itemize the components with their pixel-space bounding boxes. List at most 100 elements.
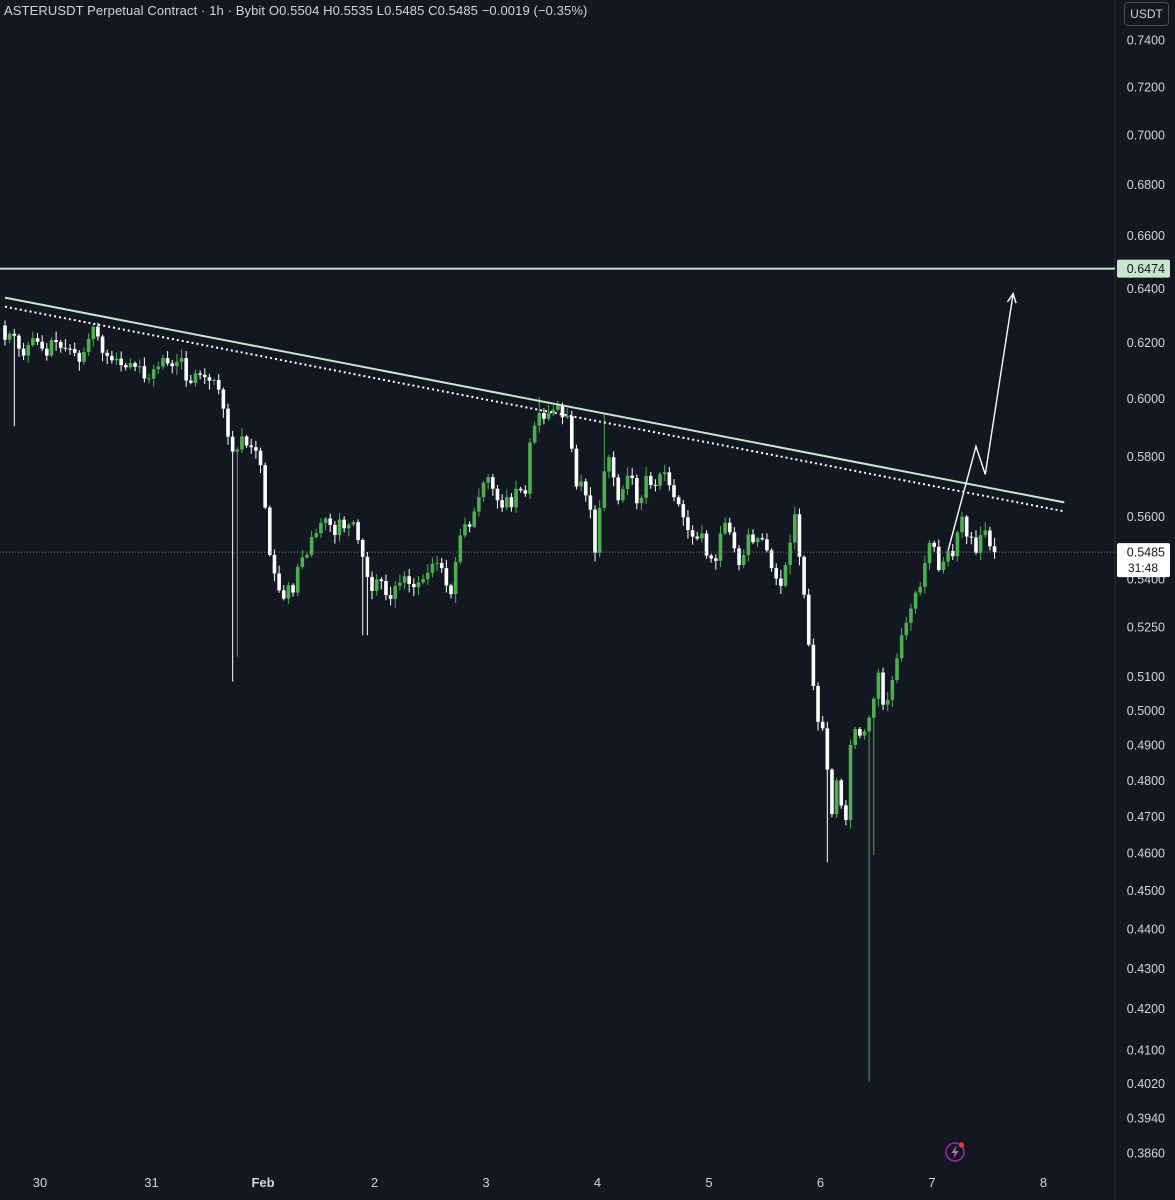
candle	[528, 438, 532, 499]
time-tick-label: 8	[1040, 1175, 1047, 1190]
candle	[481, 481, 486, 502]
candle	[449, 583, 453, 599]
price-tick-label: 0.5600	[1127, 510, 1165, 524]
time-tick-label: 6	[817, 1175, 824, 1190]
price-tick-label: 0.4900	[1127, 739, 1165, 753]
time-axis[interactable]: 30 31 Feb 2 3 4 5 6 7 8	[33, 1175, 1047, 1190]
drawings-layer[interactable]	[0, 267, 1115, 553]
candle	[86, 333, 91, 356]
candle	[272, 549, 277, 582]
candle	[574, 444, 579, 490]
price-axis[interactable]: 0.7400 0.7200 0.7000 0.6800 0.6600 0.6400 0.62…	[1127, 34, 1165, 1161]
candle	[746, 528, 751, 562]
candle	[950, 543, 955, 561]
candle	[635, 474, 639, 510]
candle	[876, 668, 881, 707]
candle	[412, 578, 416, 597]
candle	[100, 334, 105, 362]
ohlc-open: O0.5504	[268, 3, 320, 18]
lightning-icon[interactable]	[944, 1141, 966, 1163]
candle	[583, 478, 588, 502]
candle	[388, 586, 393, 606]
candle	[281, 585, 286, 601]
candle	[26, 341, 31, 363]
time-tick-label: 30	[33, 1175, 47, 1190]
candle	[518, 486, 523, 493]
candle	[588, 487, 593, 519]
time-tick-label: Feb	[251, 1175, 274, 1190]
candle	[105, 349, 110, 365]
candle	[830, 768, 834, 818]
candle	[17, 333, 21, 357]
candle	[421, 574, 425, 585]
price-tick-label: 0.5000	[1127, 704, 1165, 718]
candle	[621, 485, 625, 503]
candle	[955, 530, 960, 562]
candle	[709, 553, 713, 563]
candle	[686, 510, 690, 539]
symbol-legend[interactable]: ASTERUSDT Perpetual Contract · 1h · Bybi…	[4, 3, 587, 18]
candle	[565, 408, 569, 419]
candle	[556, 400, 560, 412]
candle	[532, 421, 537, 445]
candle	[240, 428, 244, 453]
candle	[295, 563, 300, 597]
candle	[425, 564, 430, 585]
candle	[207, 373, 212, 390]
descending-trendline[interactable]	[4, 296, 1065, 504]
candle	[662, 464, 667, 482]
projection-arrow[interactable]	[947, 293, 1014, 551]
candle	[402, 571, 407, 590]
time-tick-label: 4	[594, 1175, 601, 1190]
candle	[123, 362, 128, 371]
candle	[68, 344, 72, 355]
candle	[114, 352, 119, 365]
candle	[653, 479, 658, 492]
candle	[463, 517, 467, 539]
time-tick-label: 31	[144, 1175, 158, 1190]
candle	[407, 568, 411, 593]
candle	[305, 552, 309, 559]
candle	[667, 466, 672, 491]
candle	[964, 515, 969, 545]
candle	[12, 329, 17, 427]
candle	[384, 574, 388, 601]
candle	[147, 373, 151, 384]
currency-button[interactable]: USDT	[1124, 2, 1169, 26]
time-tick-label: 7	[928, 1175, 935, 1190]
candle	[937, 539, 941, 572]
candle	[741, 549, 746, 568]
candle	[853, 726, 857, 750]
candle	[31, 331, 35, 348]
exchange-label: Bybit	[235, 3, 266, 18]
candle	[230, 430, 235, 682]
candle	[416, 576, 421, 595]
candle	[500, 494, 504, 512]
price-tick-label: 0.4300	[1127, 962, 1165, 976]
candle	[467, 521, 472, 533]
candle	[695, 531, 700, 541]
candle	[941, 557, 946, 574]
price-tick-label: 0.6600	[1127, 229, 1165, 243]
candle	[537, 397, 542, 433]
separator-dot: ·	[227, 3, 236, 18]
candle	[374, 574, 379, 596]
candle	[170, 359, 175, 374]
symbol-name[interactable]: ASTERUSDT Perpetual Contract	[4, 3, 198, 18]
candle	[309, 530, 314, 557]
candle	[844, 800, 848, 826]
last-price-label: 0.5485	[1127, 546, 1165, 560]
candle	[732, 527, 737, 553]
candle	[314, 528, 319, 540]
interval-label[interactable]: 1h	[209, 3, 224, 18]
candle	[351, 520, 356, 527]
candle	[546, 404, 551, 421]
candle	[862, 728, 867, 740]
candle	[690, 525, 695, 545]
candle	[983, 521, 988, 539]
candle	[3, 320, 7, 346]
candle	[91, 324, 96, 347]
price-tick-label: 0.6200	[1127, 336, 1165, 350]
